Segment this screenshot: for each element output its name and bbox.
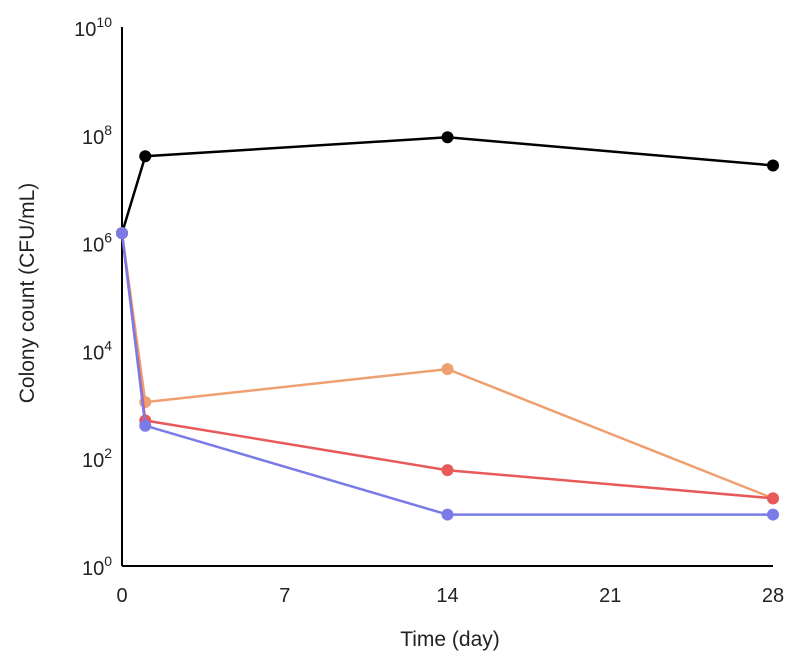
data-point (139, 150, 152, 163)
data-point (441, 508, 454, 521)
data-point (441, 464, 454, 477)
data-point (767, 492, 779, 505)
data-point (767, 159, 779, 172)
y-tick-label: 100 (82, 553, 112, 580)
y-axis-ticks: 100 102 104 106 108 1010 (74, 14, 112, 580)
data-point (767, 508, 779, 521)
y-tick-label: 104 (82, 337, 112, 364)
series-1 (116, 131, 779, 240)
x-tick-label: 0 (116, 585, 127, 607)
x-axis-ticks: 0 7 14 21 28 (116, 585, 784, 607)
series-4 (116, 227, 779, 521)
x-axis-title: Time (day) (400, 628, 500, 651)
data-point (441, 131, 454, 144)
series-2 (116, 227, 779, 505)
series-line (120, 232, 773, 516)
y-tick-label: 106 (82, 230, 112, 257)
series-line (120, 136, 774, 234)
x-tick-label: 7 (279, 585, 290, 607)
x-tick-label: 21 (599, 585, 621, 607)
y-tick-label: 102 (82, 445, 112, 472)
data-point (116, 227, 128, 240)
data-point (441, 363, 454, 376)
y-axis-title: Colony count (CFU/mL) (16, 183, 39, 404)
x-tick-label: 28 (762, 585, 784, 607)
x-tick-label: 14 (436, 585, 458, 607)
series-layer (116, 131, 779, 521)
y-tick-label: 108 (82, 122, 112, 149)
data-point (139, 419, 152, 432)
y-tick-label: 1010 (74, 14, 112, 41)
